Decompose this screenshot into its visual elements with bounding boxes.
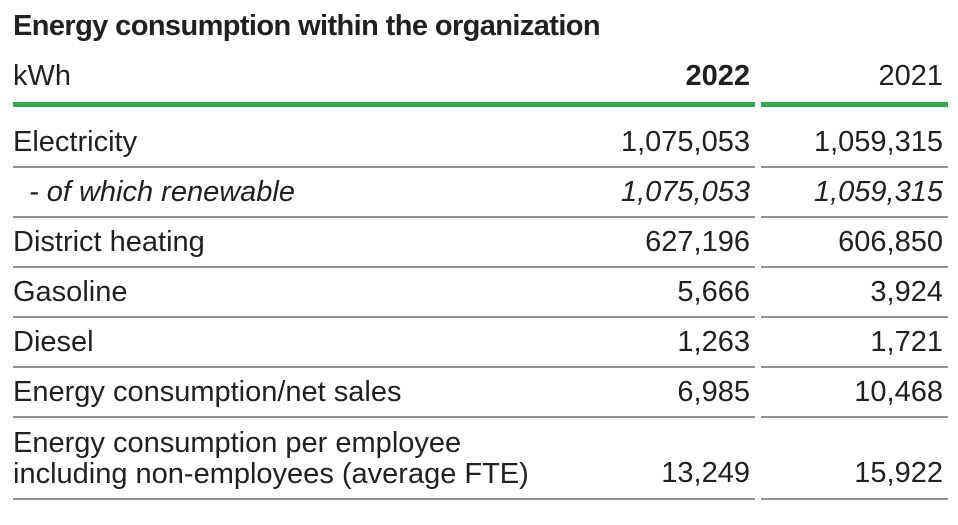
row-label-line1: Energy consumption per employee	[13, 427, 462, 459]
value-2021: 1,721	[761, 318, 948, 368]
value-2022: 13,249	[553, 418, 755, 500]
row-label: Energy consumption per employee includin…	[13, 418, 553, 500]
row-label: Energy consumption/net sales	[13, 368, 553, 418]
value-2021: 15,922	[761, 418, 948, 500]
value-2021: 10,468	[761, 368, 948, 418]
value-2022: 1,075,053	[553, 168, 755, 218]
table-header-row: kWh 2022 2021	[13, 44, 948, 107]
column-header-2021: 2021	[761, 44, 948, 107]
unit-header: kWh	[13, 44, 553, 107]
row-label: Gasoline	[13, 268, 553, 318]
value-2022: 5,666	[553, 268, 755, 318]
page-title: Energy consumption within the organizati…	[13, 10, 601, 42]
value-2022: 627,196	[553, 218, 755, 268]
value-2022: 1,263	[553, 318, 755, 368]
row-label: Diesel	[13, 318, 553, 368]
table-row: Electricity 1,075,053 1,059,315	[13, 107, 948, 168]
energy-consumption-table: kWh 2022 2021 Electricity 1,075,053 1,05…	[13, 44, 948, 500]
column-header-2022: 2022	[553, 44, 755, 107]
report-table-page: Energy consumption within the organizati…	[0, 8, 958, 525]
table-row: Diesel 1,263 1,721	[13, 318, 948, 368]
value-2022: 1,075,053	[553, 107, 755, 168]
table-row: Gasoline 5,666 3,924	[13, 268, 948, 318]
value-2021: 1,059,315	[761, 107, 948, 168]
value-2021: 3,924	[761, 268, 948, 318]
row-label: Electricity	[13, 107, 553, 168]
value-2021: 1,059,315	[761, 168, 948, 218]
value-2021: 606,850	[761, 218, 948, 268]
table-row: Energy consumption per employee includin…	[13, 418, 948, 500]
table-row: District heating 627,196 606,850	[13, 218, 948, 268]
row-label: - of which renewable	[13, 168, 553, 218]
table-row: Energy consumption/net sales 6,985 10,46…	[13, 368, 948, 418]
table-row: - of which renewable 1,075,053 1,059,315	[13, 168, 948, 218]
row-label: District heating	[13, 218, 553, 268]
value-2022: 6,985	[553, 368, 755, 418]
row-label-line2: including non-employees (average FTE)	[13, 458, 529, 490]
